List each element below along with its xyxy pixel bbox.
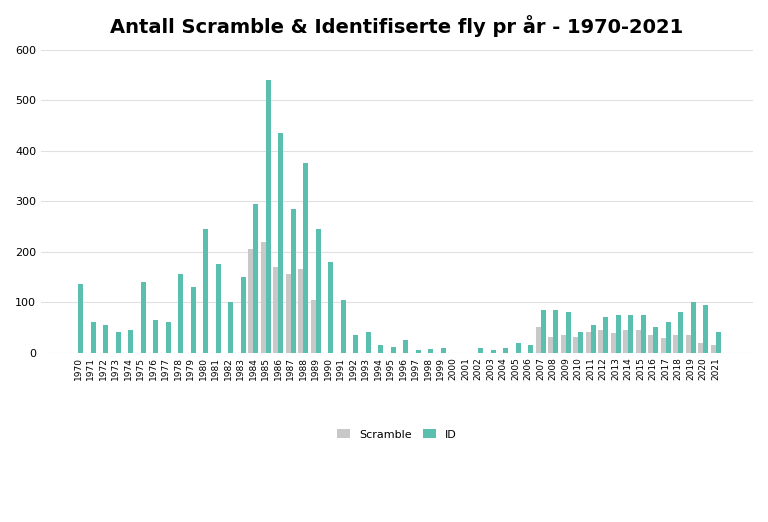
- Bar: [379, 345, 383, 353]
- Legend: Scramble, ID: Scramble, ID: [333, 425, 462, 444]
- Bar: [286, 275, 291, 353]
- Bar: [216, 264, 221, 353]
- Bar: [241, 277, 246, 353]
- Bar: [104, 325, 108, 353]
- Bar: [686, 335, 690, 353]
- Bar: [154, 320, 158, 353]
- Bar: [166, 322, 170, 353]
- Bar: [541, 310, 546, 353]
- Bar: [248, 249, 253, 353]
- Bar: [603, 317, 608, 353]
- Bar: [366, 333, 371, 353]
- Bar: [273, 267, 278, 353]
- Bar: [566, 312, 571, 353]
- Bar: [415, 350, 421, 353]
- Bar: [503, 348, 508, 353]
- Bar: [261, 242, 266, 353]
- Bar: [190, 287, 196, 353]
- Bar: [341, 300, 346, 353]
- Bar: [353, 335, 358, 353]
- Bar: [698, 342, 703, 353]
- Bar: [653, 327, 658, 353]
- Bar: [298, 269, 303, 353]
- Bar: [616, 315, 621, 353]
- Bar: [403, 340, 409, 353]
- Bar: [623, 330, 628, 353]
- Bar: [91, 322, 96, 353]
- Bar: [536, 327, 541, 353]
- Bar: [478, 348, 483, 353]
- Bar: [561, 335, 566, 353]
- Bar: [515, 342, 521, 353]
- Bar: [266, 80, 271, 353]
- Bar: [128, 330, 134, 353]
- Bar: [598, 330, 603, 353]
- Bar: [703, 305, 708, 353]
- Bar: [716, 333, 720, 353]
- Bar: [573, 337, 578, 353]
- Bar: [611, 334, 616, 353]
- Bar: [141, 282, 146, 353]
- Bar: [666, 322, 670, 353]
- Bar: [710, 345, 716, 353]
- Bar: [491, 350, 495, 353]
- Bar: [178, 275, 184, 353]
- Bar: [578, 333, 583, 353]
- Bar: [548, 337, 553, 353]
- Bar: [648, 335, 653, 353]
- Bar: [528, 345, 533, 353]
- Bar: [429, 349, 433, 353]
- Bar: [660, 338, 666, 353]
- Bar: [391, 347, 396, 353]
- Bar: [291, 209, 296, 353]
- Bar: [78, 284, 84, 353]
- Bar: [591, 325, 596, 353]
- Bar: [316, 229, 321, 353]
- Bar: [441, 348, 445, 353]
- Bar: [303, 163, 308, 353]
- Bar: [253, 204, 258, 353]
- Bar: [636, 330, 641, 353]
- Bar: [228, 302, 233, 353]
- Title: Antall Scramble & Identifiserte fly pr år - 1970-2021: Antall Scramble & Identifiserte fly pr å…: [111, 15, 684, 37]
- Bar: [690, 302, 696, 353]
- Bar: [278, 133, 283, 353]
- Bar: [204, 229, 208, 353]
- Bar: [311, 300, 316, 353]
- Bar: [116, 333, 121, 353]
- Bar: [673, 335, 678, 353]
- Bar: [328, 262, 333, 353]
- Bar: [628, 315, 633, 353]
- Bar: [586, 333, 591, 353]
- Bar: [678, 312, 684, 353]
- Bar: [641, 315, 646, 353]
- Bar: [553, 310, 558, 353]
